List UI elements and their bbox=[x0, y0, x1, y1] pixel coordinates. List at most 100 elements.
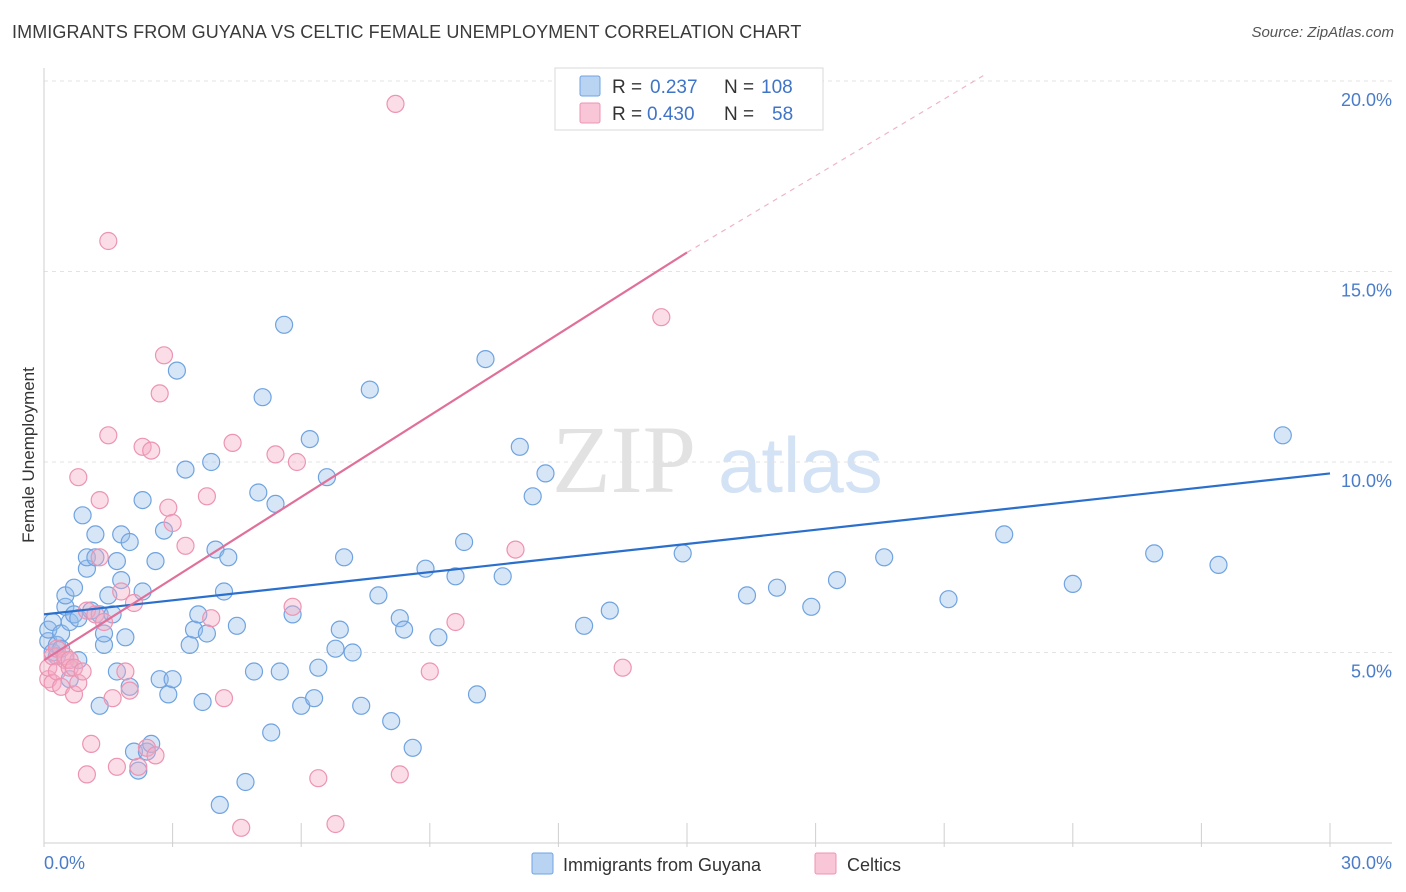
axes bbox=[43, 68, 1392, 847]
data-point bbox=[90, 548, 109, 567]
data-point bbox=[107, 757, 127, 776]
data-point bbox=[283, 605, 302, 624]
data-point bbox=[270, 662, 289, 681]
data-point bbox=[390, 609, 409, 628]
data-point bbox=[159, 498, 178, 517]
x-tick-label-0: 0.0% bbox=[44, 853, 85, 873]
data-point bbox=[613, 658, 632, 677]
data-point bbox=[287, 452, 306, 472]
data-point bbox=[163, 670, 182, 689]
data-point bbox=[467, 685, 487, 704]
data-point bbox=[232, 818, 251, 837]
data-point bbox=[244, 662, 264, 681]
data-point bbox=[77, 765, 97, 784]
data-point bbox=[133, 491, 152, 510]
data-point bbox=[386, 94, 405, 114]
data-point bbox=[875, 548, 894, 567]
data-point bbox=[64, 578, 84, 597]
data-point bbox=[249, 483, 268, 502]
data-point bbox=[309, 658, 328, 677]
legend-n-label-0: N = bbox=[724, 77, 754, 98]
data-point bbox=[523, 487, 542, 506]
data-point bbox=[129, 757, 148, 776]
data-point bbox=[266, 445, 285, 464]
data-point bbox=[995, 525, 1014, 544]
data-point bbox=[176, 460, 195, 479]
data-point bbox=[737, 586, 757, 605]
data-point bbox=[227, 616, 246, 635]
data-point bbox=[300, 430, 319, 449]
data-point bbox=[129, 761, 148, 780]
legend-r-value-1: 0.430 bbox=[647, 104, 695, 125]
data-point bbox=[262, 723, 281, 742]
y-tick-label-3: 20.0% bbox=[1341, 90, 1392, 110]
data-point bbox=[416, 559, 435, 578]
trend-lines bbox=[43, 72, 1331, 662]
data-point bbox=[99, 231, 118, 251]
data-point bbox=[767, 578, 787, 597]
data-point bbox=[69, 673, 88, 693]
data-point bbox=[283, 597, 302, 616]
data-point bbox=[146, 746, 165, 765]
legend-swatch-blue bbox=[579, 75, 601, 97]
data-point bbox=[82, 734, 101, 754]
data-point bbox=[382, 711, 401, 731]
data-point bbox=[390, 765, 409, 784]
data-point bbox=[476, 350, 495, 369]
series-legend: Immigrants from Guyana Celtics bbox=[531, 852, 901, 875]
legend-n-value-0: 108 bbox=[761, 77, 793, 98]
data-point bbox=[236, 772, 255, 792]
x-tick-label-1: 30.0% bbox=[1341, 853, 1392, 873]
data-point bbox=[395, 620, 414, 639]
data-point bbox=[154, 346, 174, 365]
legend-swatch-pink bbox=[579, 102, 601, 124]
data-point bbox=[176, 536, 195, 555]
trend-line-guyana bbox=[43, 472, 1331, 616]
data-point bbox=[142, 441, 161, 460]
data-point bbox=[673, 544, 692, 563]
data-point bbox=[536, 464, 555, 483]
legend-n-label-1: N = bbox=[724, 104, 754, 125]
data-point bbox=[73, 506, 92, 525]
data-point bbox=[159, 685, 178, 704]
data-point bbox=[335, 548, 354, 567]
data-point bbox=[214, 689, 234, 708]
data-point bbox=[197, 487, 216, 506]
data-point bbox=[214, 582, 234, 601]
data-point bbox=[90, 491, 109, 510]
series-points-0 bbox=[39, 315, 1292, 815]
data-point bbox=[352, 696, 371, 715]
data-point bbox=[827, 570, 847, 590]
data-point bbox=[326, 639, 345, 658]
data-point bbox=[107, 551, 127, 571]
data-point bbox=[116, 628, 135, 647]
data-point bbox=[43, 673, 62, 693]
data-point bbox=[253, 388, 272, 407]
trend-line-celtics bbox=[43, 251, 688, 662]
data-point bbox=[1209, 555, 1228, 575]
data-point bbox=[455, 532, 474, 552]
data-point bbox=[330, 620, 349, 639]
legend-r-label-0: R = bbox=[612, 77, 642, 98]
y-tick-label-1: 10.0% bbox=[1341, 471, 1392, 491]
data-point bbox=[133, 437, 152, 456]
data-point bbox=[163, 513, 182, 533]
data-point bbox=[506, 540, 525, 559]
data-point bbox=[120, 532, 139, 552]
trend-line-celtics-extension bbox=[686, 72, 988, 253]
correlation-legend: R = 0.237 N = 108 R = 0.430 N = 58 bbox=[554, 67, 824, 131]
data-point bbox=[446, 567, 465, 586]
series-swatch-guyana bbox=[531, 852, 554, 875]
legend-n-value-1: 58 bbox=[772, 104, 793, 125]
data-point bbox=[167, 361, 186, 380]
data-point bbox=[403, 738, 422, 757]
legend-r-value-0: 0.237 bbox=[650, 77, 698, 98]
data-point bbox=[180, 635, 199, 655]
data-point bbox=[600, 601, 619, 620]
data-point bbox=[210, 795, 229, 815]
watermark-zip: ZIP bbox=[552, 406, 696, 513]
data-point bbox=[86, 548, 105, 567]
data-point bbox=[574, 616, 594, 635]
data-point bbox=[112, 582, 131, 601]
